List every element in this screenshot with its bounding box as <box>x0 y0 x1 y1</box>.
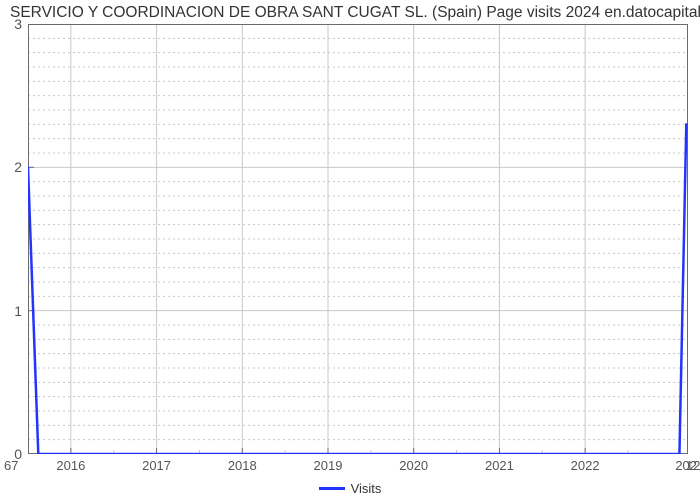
legend-swatch <box>319 487 345 490</box>
x-tick-label: 2021 <box>485 458 514 473</box>
chart-title: SERVICIO Y COORDINACION DE OBRA SANT CUG… <box>10 4 690 22</box>
x-tick-label: 2020 <box>399 458 428 473</box>
legend: Visits <box>0 477 700 496</box>
legend-item-visits: Visits <box>319 481 382 496</box>
x-tick-label: 2016 <box>56 458 85 473</box>
corner-label-left: 67 <box>4 458 18 473</box>
chart-svg <box>28 24 688 454</box>
x-tick-label: 2018 <box>228 458 257 473</box>
legend-label: Visits <box>351 481 382 496</box>
x-tick-label: 2017 <box>142 458 171 473</box>
y-tick-label: 1 <box>14 303 22 319</box>
x-tick-label: 2019 <box>314 458 343 473</box>
corner-label-right: 12 <box>686 458 700 473</box>
x-tick-label: 2022 <box>571 458 600 473</box>
plot-area <box>28 24 688 454</box>
y-tick-label: 2 <box>14 159 22 175</box>
y-tick-label: 3 <box>14 16 22 32</box>
